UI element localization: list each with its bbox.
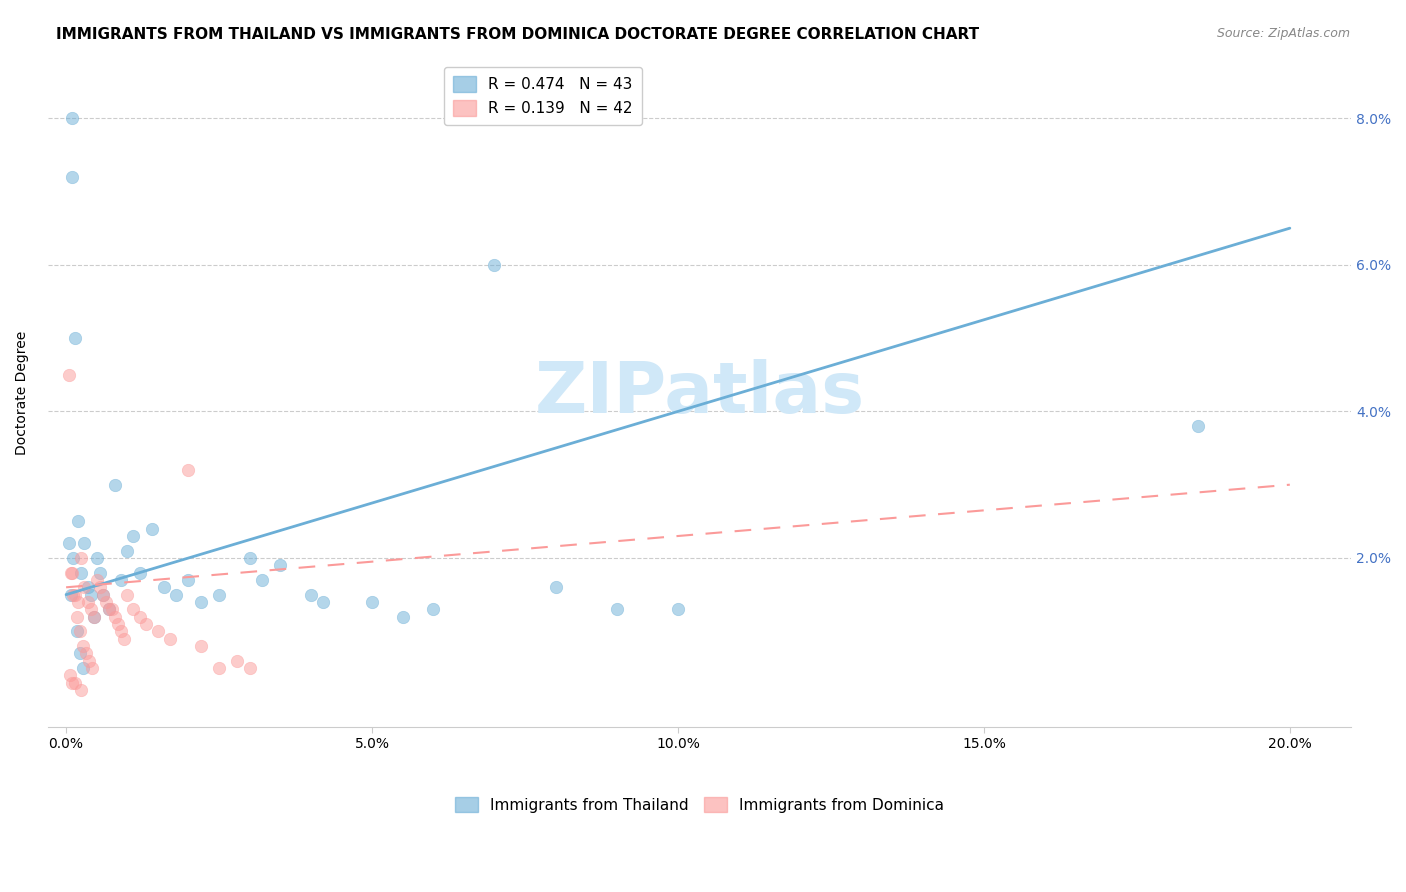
Point [79,602,101,616]
Point [97,602,120,616]
Point [128,609,150,624]
Point [65,331,87,345]
Point [58,368,80,382]
Point [544,580,567,594]
Point [72,639,94,653]
Point [70,682,93,697]
Point [666,602,689,616]
Point [97,602,120,616]
Point [66,624,89,639]
Point [79,588,101,602]
Legend: Immigrants from Thailand, Immigrants from Dominica: Immigrants from Thailand, Immigrants fro… [446,788,953,822]
Point [86,573,108,587]
Point [65,588,87,602]
Point [67,595,90,609]
Point [79,654,101,668]
Point [60,169,83,184]
Point [117,588,139,602]
Point [110,624,132,639]
Text: IMMIGRANTS FROM THAILAND VS IMMIGRANTS FROM DOMINICA DOCTORATE DEGREE CORRELATIO: IMMIGRANTS FROM THAILAND VS IMMIGRANTS F… [56,27,980,42]
Point [122,529,145,543]
Point [73,580,96,594]
Point [391,609,413,624]
Point [75,646,97,660]
Point [250,573,273,587]
Point [422,602,444,616]
Point [190,595,212,609]
Point [66,609,89,624]
Point [69,624,91,639]
Point [165,588,187,602]
Point [135,617,157,632]
Point [76,580,98,594]
Point [76,595,98,609]
Point [361,595,384,609]
Point [153,580,176,594]
Point [91,588,114,602]
Point [128,566,150,580]
Point [226,654,249,668]
Point [146,624,169,639]
Point [141,522,163,536]
Y-axis label: Doctorate Degree: Doctorate Degree [15,331,30,455]
Point [69,646,91,660]
Point [60,675,83,690]
Point [606,602,628,616]
Point [177,573,200,587]
Point [60,112,83,126]
Point [67,514,90,528]
Point [190,639,212,653]
Text: Source: ZipAtlas.com: Source: ZipAtlas.com [1216,27,1350,40]
Point [239,661,262,675]
Point [107,617,129,632]
Point [62,588,84,602]
Point [70,551,93,566]
Point [60,566,83,580]
Point [112,632,135,646]
Point [208,661,231,675]
Point [104,609,127,624]
Point [484,258,506,272]
Point [91,588,114,602]
Text: ZIPatlas: ZIPatlas [534,359,865,427]
Point [269,558,291,573]
Point [208,588,231,602]
Point [59,566,82,580]
Point [80,661,103,675]
Point [72,661,94,675]
Point [159,632,181,646]
Point [1187,419,1209,434]
Point [86,551,108,566]
Point [83,609,105,624]
Point [62,551,84,566]
Point [122,602,145,616]
Point [59,668,82,682]
Point [101,602,124,616]
Point [89,566,111,580]
Point [110,573,132,587]
Point [70,566,93,580]
Point [117,543,139,558]
Point [177,463,200,477]
Point [299,588,322,602]
Point [58,536,80,550]
Point [83,609,105,624]
Point [104,477,127,491]
Point [73,536,96,550]
Point [312,595,335,609]
Point [63,675,86,690]
Point [94,595,117,609]
Point [239,551,262,566]
Point [89,580,111,594]
Point [59,588,82,602]
